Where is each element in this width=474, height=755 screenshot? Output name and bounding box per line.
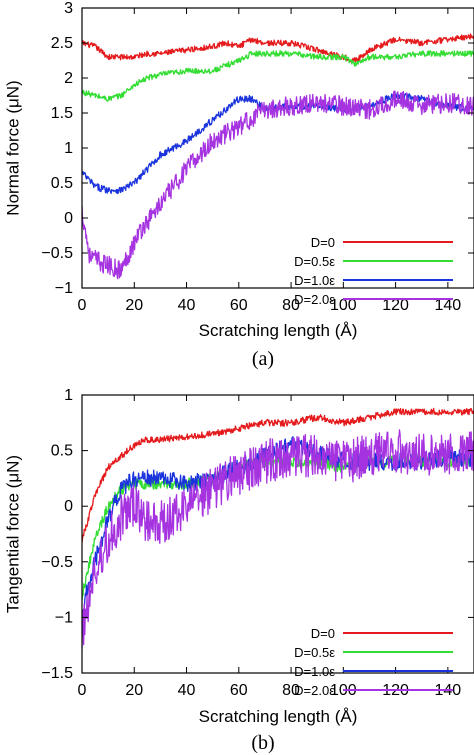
panel-b-y-tick-label: 0.5 [51, 443, 73, 460]
panel-a-series-line-3 [82, 90, 474, 280]
panel-a-legend-label-0: D=0 [311, 235, 335, 250]
panel-a-y-tick-label: 2.5 [51, 35, 73, 52]
panel-a-x-tick-label: 140 [435, 297, 462, 314]
panel-a-y-tick-label: 0 [64, 210, 73, 227]
panel-a-y-tick-label: 0.5 [51, 175, 73, 192]
panel-a-y-tick-label: 2 [64, 70, 73, 87]
panel-a-x-tick-label: 40 [178, 297, 196, 314]
panel-b-legend-label-3: D=2.0ε [294, 683, 335, 698]
panel-a-series-line-1 [82, 50, 474, 102]
panel-a-y-axis-label: Normal force (μN) [3, 80, 22, 215]
panel-b-legend-label-1: D=0.5ε [294, 645, 335, 660]
panel-b-x-axis-label: Scratching length (Å) [199, 707, 358, 726]
panel-b-y-tick-label: 0 [64, 498, 73, 515]
panel-b-plot-frame [81, 394, 474, 674]
panel-b-tangential-force-chart: 0 20 40 60 80 100 120 140−1.5−1−0.500.51Scratch… [3, 387, 474, 754]
panel-b-y-tick-label: −1 [55, 609, 73, 626]
panel-b-x-tick-label: 20 [125, 682, 143, 699]
panel-b-x-tick-label: 80 [282, 682, 300, 699]
panel-a-y-tick-label: −1 [55, 280, 73, 297]
panel-b-y-tick-label: 1 [64, 387, 73, 404]
panel-a-x-tick-label: 20 [125, 297, 143, 314]
panel-b-legend-label-2: D=1.0ε [294, 664, 335, 679]
panel-a-panel-label: (a) [252, 348, 274, 370]
panel-b-panel-label: (b) [251, 732, 274, 754]
panel-b-x-tick-label: 40 [178, 682, 196, 699]
panel-a-x-tick-label: 80 [282, 297, 300, 314]
panel-a-x-tick-label: 0 [78, 297, 87, 314]
panel-a-legend-label-1: D=0.5ε [294, 254, 335, 269]
panel-a-x-axis-label: Scratching length (Å) [199, 321, 358, 340]
panel-b-y-tick-label: −0.5 [41, 554, 73, 571]
panel-a-normal-force-chart: 0 20 40 60 80 100 120 140 −1 −0.5 0 0.5 1 1.5 2 2.5 3 Scr… [3, 0, 474, 370]
panel-a-x-tick-label: 60 [230, 297, 248, 314]
panel-a-x-tick-label: 100 [330, 297, 357, 314]
panel-b-x-tick-label: 0 [78, 682, 87, 699]
panel-a-legend-label-2: D=1.0ε [294, 273, 335, 288]
panel-a-y-tick-label: −0.5 [41, 245, 73, 262]
panel-a-y-tick-label: 1.5 [51, 105, 73, 122]
panel-a-y-tick-label: 1 [64, 140, 73, 157]
panel-a-legend-label-3: D=2.0ε [294, 292, 335, 307]
panel-b-series-line-0 [82, 407, 474, 543]
panel-b-legend-label-0: D=0 [311, 626, 335, 641]
panel-a-x-tick-label: 120 [382, 297, 409, 314]
panel-b-x-tick-label: 60 [230, 682, 248, 699]
panel-a-series-line-0 [82, 33, 474, 63]
panel-b-y-tick-label: −1.5 [41, 665, 73, 682]
panel-a-y-tick-label: 3 [64, 0, 73, 17]
panel-a-plot-frame [81, 7, 474, 289]
panel-b-series-line-3 [82, 429, 474, 650]
panel-b-y-axis-label: Tangential force (μN) [3, 455, 22, 613]
